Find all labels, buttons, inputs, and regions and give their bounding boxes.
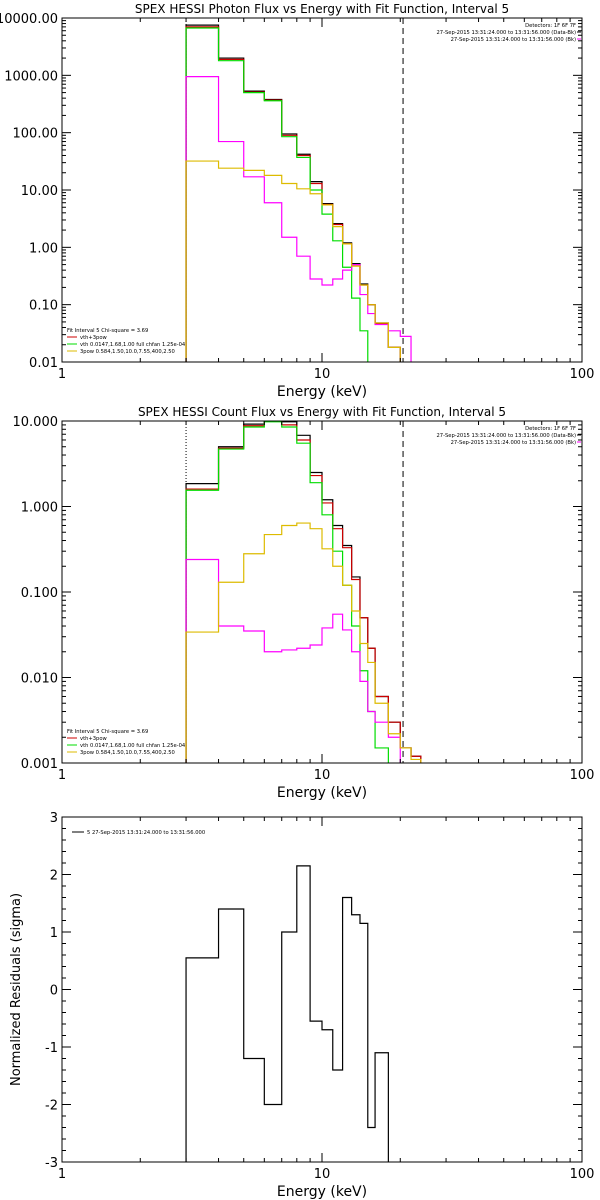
legend-top-entry: 27-Sep-2015 13:31:24.000 to 13:31:56.000… (451, 440, 576, 446)
legend-bottom-entry: 3pow 0.584,1.50,10.0,7.55,400,2.50 (80, 349, 175, 355)
y-tick-label: 10.00 (21, 184, 58, 199)
x-tick-label: 10 (314, 1167, 331, 1182)
series-3-line (185, 421, 389, 763)
x-tick-label: 100 (570, 1167, 595, 1182)
series-1-line (185, 24, 401, 362)
series-1-line (185, 421, 422, 763)
chart-2: SPEX HESSI Count Flux vs Energy with Fit… (13, 405, 595, 801)
y-tick-label: 1000.00 (4, 69, 58, 84)
y-tick-label: 0.01 (29, 356, 58, 371)
x-tick-label: 10 (314, 367, 331, 382)
legend-top-entry: Detectors: 1F 6F 7F (525, 23, 576, 29)
y-tick-label: 3 (50, 811, 58, 826)
x-tick-label: 1 (58, 1167, 66, 1182)
y-tick-label: 1 (50, 926, 58, 941)
series-3-line (185, 27, 369, 362)
legend-top-entry: Detectors: 1F 6F 7F (525, 426, 576, 432)
legend-bottom-entry: vth 0.0147,1.68,1.00 full chfan 1.25e-04 (80, 342, 186, 348)
y-tick-label: 0.001 (21, 757, 58, 772)
y-tick-label: 10.000 (13, 415, 59, 430)
x-axis-label: Energy (keV) (277, 785, 367, 801)
y-tick-label: 1.000 (21, 501, 58, 516)
x-tick-label: 10 (314, 768, 331, 783)
plot-area (185, 421, 422, 763)
legend-bottom-entry: vth+3pow (80, 335, 108, 341)
y-tick-label: -3 (45, 1156, 58, 1171)
y-tick-label: 10000.00 (0, 12, 58, 27)
x-tick-label: 100 (570, 768, 595, 783)
series-2-line (185, 26, 401, 362)
legend-bottom-entry: vth 0.0147,1.68,1.00 full chfan 1.25e-04 (80, 743, 186, 749)
series-2-line (185, 421, 422, 763)
legend-top-entry: 27-Sep-2015 13:31:24.000 to 13:31:56.000… (451, 37, 576, 43)
series-4-line (185, 76, 412, 362)
chart-1: SPEX HESSI Photon Flux vs Energy with Fi… (0, 2, 595, 400)
y-tick-label: 0 (50, 984, 58, 999)
chart-3: 1 10 100 Energy (keV) -3 -2 -1 0 1 2 3 Normalized R… (9, 811, 594, 1200)
y-tick-label: 2 (50, 869, 58, 884)
plot-frame (61, 816, 583, 1163)
y-tick-label: -2 (45, 1099, 58, 1114)
series-5-line (185, 522, 422, 763)
legend-bottom-entry: Fit Interval 5 Chi-square = 3.69 (67, 328, 148, 334)
plot-area (185, 24, 412, 362)
y-tick-label: 1.00 (29, 241, 58, 256)
legend-bottom-entry: Fit Interval 5 Chi-square = 3.69 (67, 729, 148, 735)
y-tick-label: 0.10 (29, 299, 58, 314)
y-tick-label: 100.00 (13, 127, 59, 142)
chart-title: SPEX HESSI Photon Flux vs Energy with Fi… (135, 2, 509, 16)
x-tick-label: 1 (58, 768, 66, 783)
legend-top-entry: 27-Sep-2015 13:31:24.000 to 13:31:56.000… (436, 30, 576, 36)
chart-title: SPEX HESSI Count Flux vs Energy with Fit… (138, 405, 506, 419)
x-tick-label: 100 (570, 367, 595, 382)
legend-top-entry: 5 27-Sep-2015 13:31:24.000 to 13:31:56.0… (87, 830, 205, 836)
series-4-line (185, 558, 401, 763)
legend-top-entry: 27-Sep-2015 13:31:24.000 to 13:31:56.000… (436, 433, 576, 439)
legend-bottom-entry: 3pow 0.584,1.50,10.0,7.55,400,2.50 (80, 750, 175, 756)
x-tick-label: 1 (58, 367, 66, 382)
legend-bottom-entry: vth+3pow (80, 736, 108, 742)
y-axis-label: Normalized Residuals (sigma) (9, 893, 24, 1086)
y-tick-label: 0.100 (21, 586, 58, 601)
x-axis-label: Energy (keV) (277, 384, 367, 400)
y-tick-label: -1 (45, 1041, 58, 1056)
x-axis-label: Energy (keV) (277, 1184, 367, 1200)
series-5-line (185, 160, 401, 362)
plot-area (185, 865, 389, 1162)
y-tick-label: 0.010 (21, 672, 58, 687)
series-1-line (185, 865, 389, 1162)
